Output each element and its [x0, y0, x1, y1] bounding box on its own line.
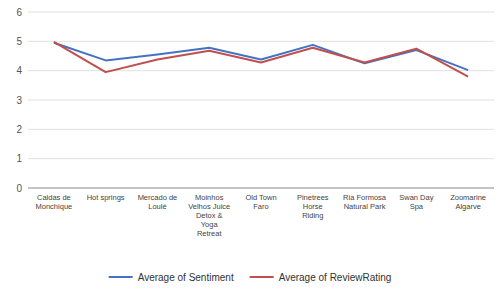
grid-line [28, 129, 494, 130]
x-tick-label: Caldas deMonchique [36, 193, 73, 211]
x-tick-label: Hot springs [87, 193, 125, 202]
legend-swatch [250, 276, 274, 278]
grid-line [28, 158, 494, 159]
grid-line [28, 12, 494, 13]
grid-line [28, 100, 494, 101]
legend-label: Average of ReviewRating [279, 272, 392, 283]
y-tick-label: 0 [16, 183, 22, 194]
x-axis-line [28, 188, 494, 189]
x-tick-label: PinetreesHorseRiding [297, 193, 329, 220]
y-tick-label: 6 [16, 7, 22, 18]
grid [28, 12, 494, 188]
grid-line [28, 70, 494, 71]
x-tick-label: Ria FormosaNatural Park [343, 193, 387, 211]
x-tick-label: Swan DaySpa [399, 193, 433, 211]
grid-line [28, 188, 494, 189]
legend: Average of Sentiment Average of ReviewRat… [109, 272, 392, 283]
y-tick-label: 2 [16, 124, 22, 135]
y-tick-label: 3 [16, 95, 22, 106]
chart: 0 1 2 3 4 5 6 Caldas deMonchique Hot springs Merc… [0, 0, 500, 291]
legend-swatch [109, 276, 133, 278]
y-tick-label: 4 [16, 65, 22, 76]
y-tick-label: 1 [16, 153, 22, 164]
grid-line [28, 41, 494, 42]
x-tick-label: Old TownFaro [245, 193, 276, 211]
legend-item: Average of Sentiment [109, 272, 234, 283]
legend-label: Average of Sentiment [138, 272, 234, 283]
series-line [54, 43, 468, 70]
series-line [54, 42, 468, 77]
legend-item: Average of ReviewRating [250, 272, 392, 283]
series-group [54, 42, 468, 77]
y-tick-label: 5 [16, 36, 22, 47]
x-tick-label: MoinhosVelhos JuiceDetox &YogaRetreat [188, 193, 230, 238]
x-tick-label: Mercado deLoulé [138, 193, 178, 211]
x-tick-label: ZoomarineAlgarve [450, 193, 486, 211]
